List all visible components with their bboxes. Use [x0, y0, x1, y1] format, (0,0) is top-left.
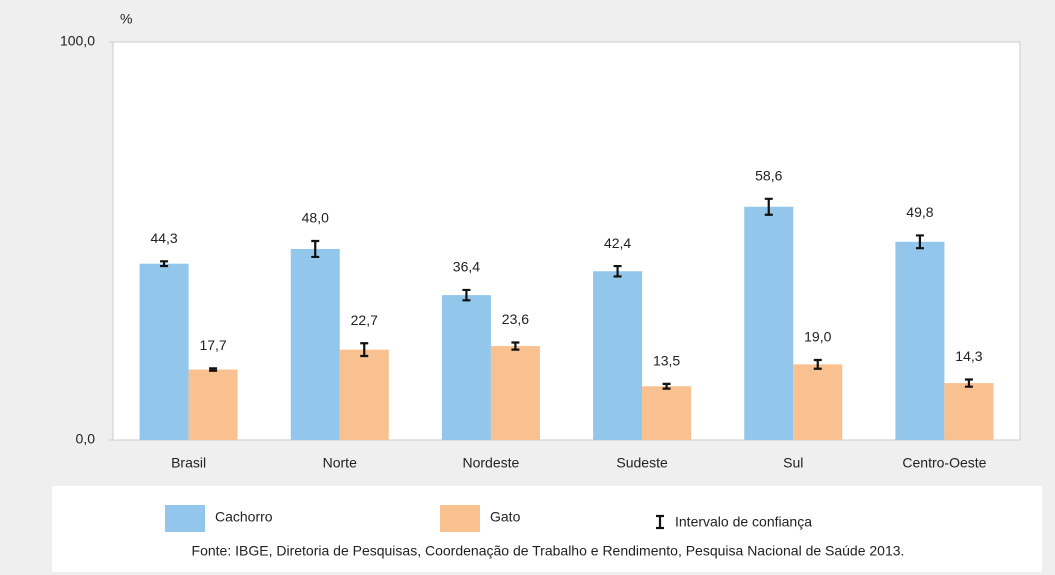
value-label: 44,3	[150, 230, 177, 246]
legend-error-icon	[656, 514, 664, 530]
error-bar	[511, 341, 520, 351]
bar	[290, 248, 340, 440]
value-label: 48,0	[302, 210, 329, 226]
x-tick-label: Norte	[323, 455, 357, 471]
y-unit: %	[120, 11, 132, 27]
x-tick-label: Nordeste	[463, 455, 520, 471]
value-label: 36,4	[453, 259, 480, 275]
error-bar	[964, 378, 973, 388]
bar	[490, 346, 540, 440]
bar	[793, 364, 843, 440]
x-tick-label: Brasil	[171, 455, 206, 471]
legend-label: Intervalo de confiança	[675, 514, 812, 530]
error-bar	[160, 260, 169, 268]
bar	[188, 369, 238, 440]
y-tick-label: 0,0	[76, 431, 96, 447]
legend-label: Cachorro	[215, 509, 273, 525]
bar	[339, 349, 389, 440]
legend-swatch	[165, 505, 205, 532]
plot-area	[112, 41, 1021, 441]
bar	[642, 386, 692, 440]
value-label: 17,7	[199, 337, 226, 353]
value-label: 58,6	[755, 168, 782, 184]
error-bar	[462, 288, 471, 302]
legend-swatch	[440, 505, 480, 532]
bar	[944, 383, 994, 440]
y-tick-label: 100,0	[60, 33, 95, 49]
error-bar	[311, 239, 320, 259]
legend-area	[52, 486, 1042, 572]
value-label: 49,8	[906, 204, 933, 220]
error-bar	[209, 367, 218, 372]
value-label: 13,5	[653, 353, 680, 369]
x-tick-label: Centro-Oeste	[902, 455, 986, 471]
value-label: 42,4	[604, 235, 631, 251]
error-bar	[764, 197, 773, 216]
x-tick-label: Sudeste	[616, 455, 668, 471]
x-tick-label: Sul	[783, 455, 803, 471]
bar	[139, 263, 189, 440]
value-label: 23,6	[502, 311, 529, 327]
bar	[744, 206, 794, 440]
error-bar	[813, 358, 822, 370]
error-bar	[662, 382, 671, 390]
error-bar	[613, 264, 622, 278]
value-label: 22,7	[351, 312, 378, 328]
value-label: 19,0	[804, 329, 831, 345]
value-label: 14,3	[955, 348, 982, 364]
error-bar	[915, 234, 924, 250]
bar	[441, 295, 491, 440]
source: Fonte: IBGE, Diretoria de Pesquisas, Coo…	[192, 543, 905, 559]
error-bar	[360, 342, 369, 358]
bar	[895, 241, 945, 440]
bar	[593, 271, 643, 440]
legend-label: Gato	[490, 509, 521, 525]
